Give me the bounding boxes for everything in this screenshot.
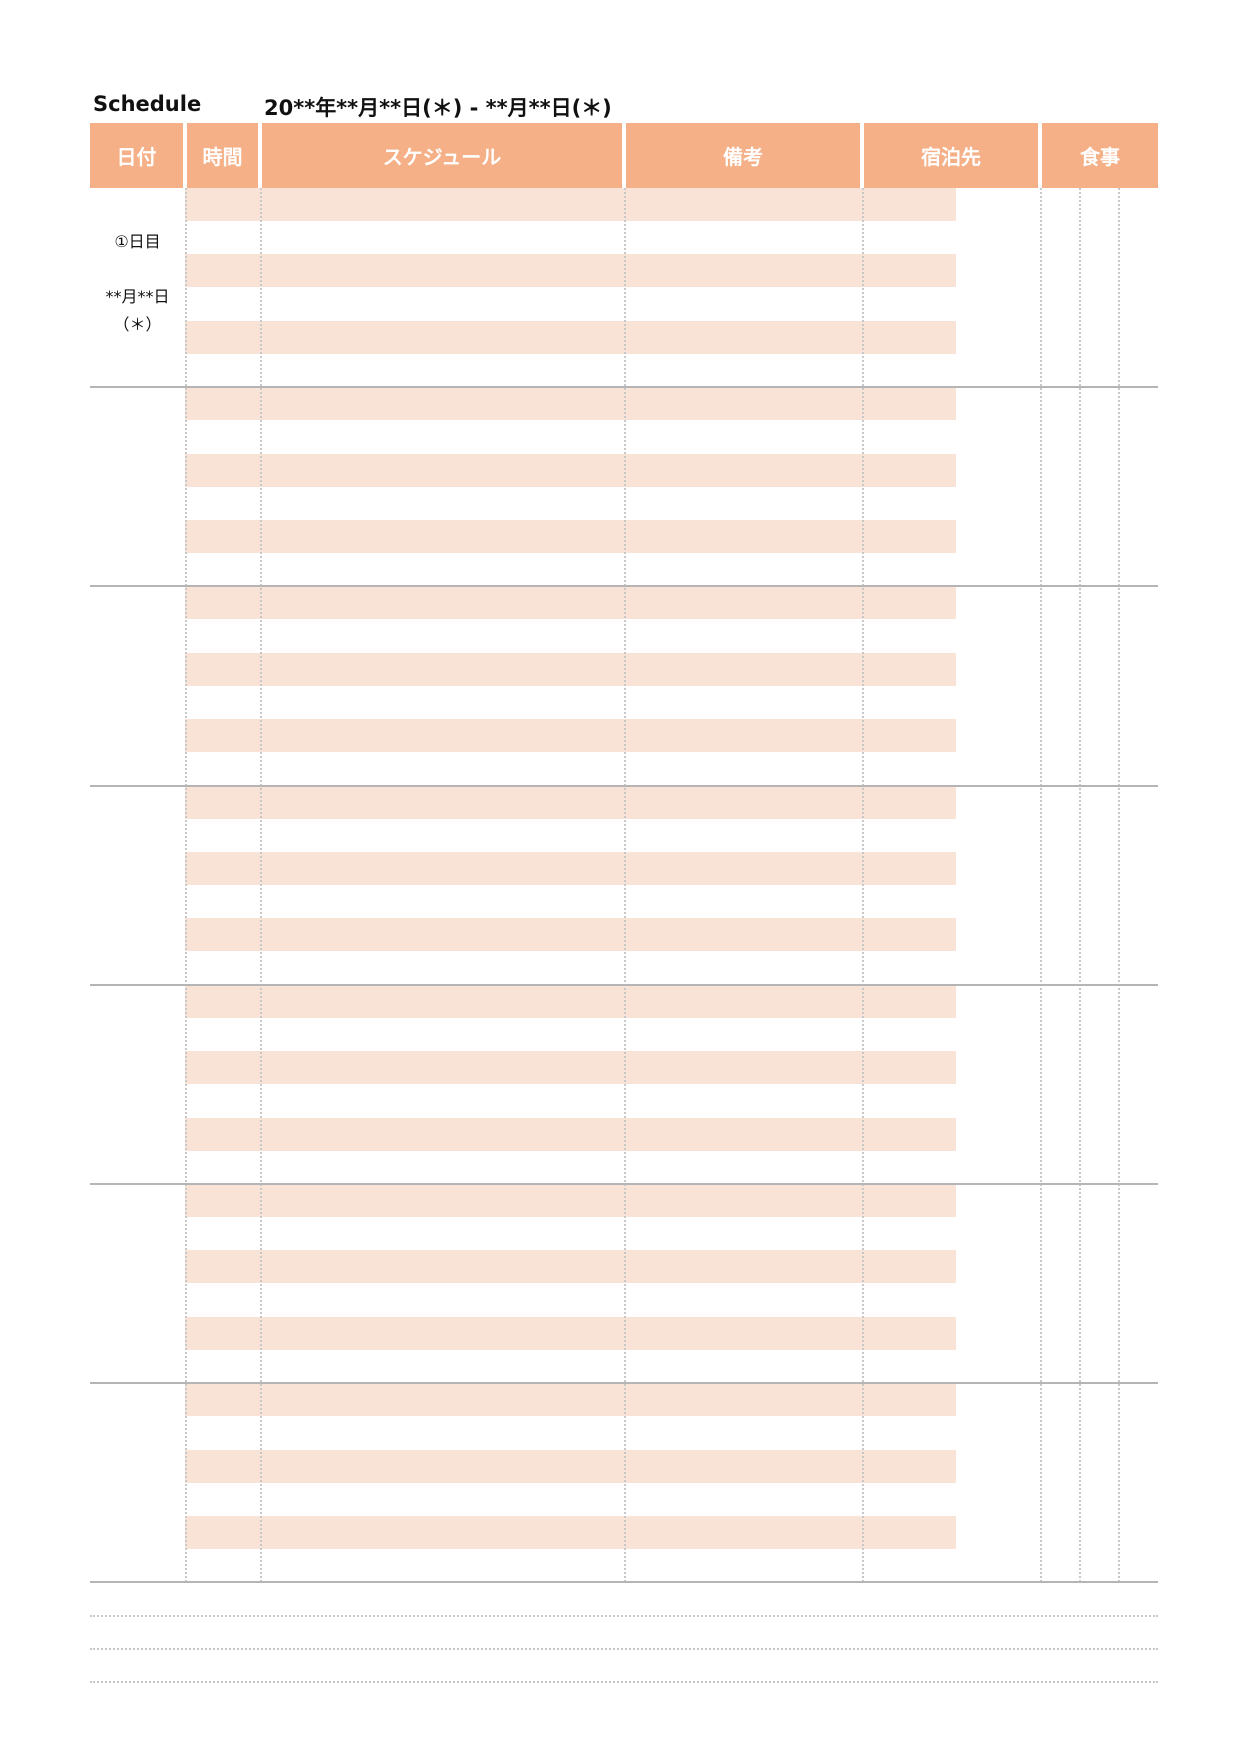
header-time: 時間 — [187, 123, 258, 188]
note-line — [90, 1615, 1158, 1618]
row-stripe — [185, 918, 956, 952]
header-lodging: 宿泊先 — [864, 123, 1038, 188]
row-stripe — [185, 1383, 956, 1417]
day-divider — [90, 1183, 1158, 1185]
date-range: 20**年**月**日(＊) - **月**日(＊) — [264, 96, 612, 120]
column-divider — [260, 188, 262, 1583]
day-number: ①日目 — [114, 232, 161, 251]
row-stripe — [185, 1316, 956, 1350]
column-divider — [1040, 188, 1042, 1583]
row-stripe — [185, 254, 956, 288]
row-stripe — [185, 785, 956, 819]
row-stripe — [185, 320, 956, 354]
row-stripe — [185, 520, 956, 553]
row-stripe — [185, 586, 956, 620]
day-divider — [90, 585, 1158, 588]
column-divider — [862, 188, 864, 1583]
note-line — [90, 1648, 1158, 1651]
header-notes: 備考 — [626, 123, 860, 188]
day-date: **月**日 — [105, 287, 170, 306]
header-date: 日付 — [90, 123, 183, 188]
day-divider — [90, 386, 1158, 389]
row-stripe — [185, 1184, 956, 1217]
day-divider — [90, 784, 1158, 787]
row-stripe — [185, 719, 956, 753]
row-stripe — [185, 1051, 956, 1085]
document-title: Schedule — [93, 92, 202, 116]
row-stripe — [185, 1516, 956, 1549]
row-stripe — [185, 852, 956, 885]
row-stripe — [185, 453, 956, 487]
row-stripe — [185, 387, 956, 421]
day-divider — [90, 1581, 1158, 1584]
column-divider — [185, 188, 187, 1583]
row-stripe — [185, 1449, 956, 1483]
column-divider — [1118, 188, 1120, 1583]
row-stripe — [185, 1250, 956, 1284]
header-schedule: スケジュール — [262, 123, 622, 188]
row-stripe — [185, 652, 956, 686]
row-stripe — [185, 984, 956, 1018]
column-divider — [624, 188, 626, 1583]
note-line — [90, 1681, 1158, 1684]
header-meals: 食事 — [1042, 123, 1158, 188]
row-stripe — [185, 1117, 956, 1151]
row-stripe — [185, 188, 956, 221]
day-weekday: （＊） — [113, 315, 162, 334]
day-divider — [90, 1382, 1158, 1385]
day-divider — [90, 983, 1158, 986]
column-divider — [1079, 188, 1081, 1583]
